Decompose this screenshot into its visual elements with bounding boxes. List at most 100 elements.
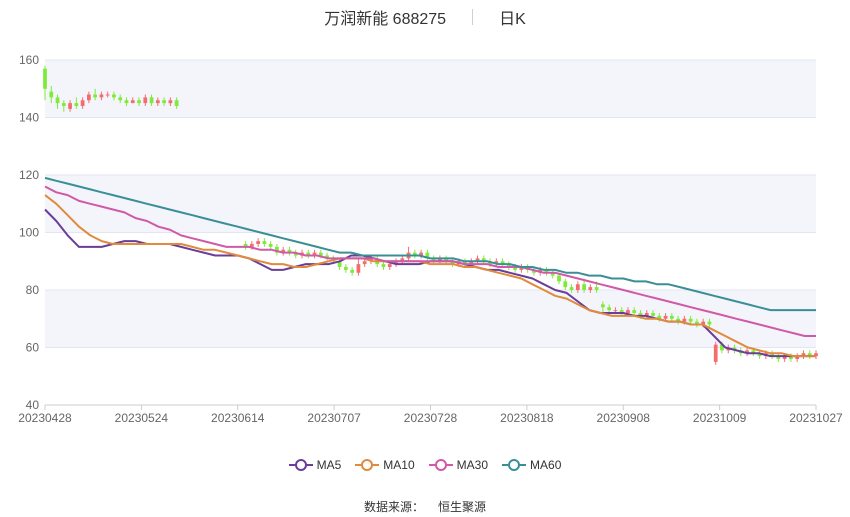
candle-body: [607, 307, 612, 311]
grid-band: [45, 290, 816, 348]
series-line-ma10: [44, 194, 816, 358]
candle-body: [124, 100, 129, 104]
candle-body: [412, 252, 417, 256]
y-tick-label: 140: [19, 111, 39, 125]
legend-marker-ma30: [428, 459, 453, 471]
candle-body: [569, 287, 574, 290]
candle-body: [99, 94, 104, 98]
timeframe-label: 日K: [499, 11, 526, 28]
x-tick-label: 20231027: [789, 411, 843, 425]
grid-band: [45, 60, 816, 118]
candle-body: [582, 284, 586, 290]
candle-body: [143, 97, 148, 104]
candle-body: [757, 353, 762, 357]
candle-body: [532, 269, 536, 273]
candle-body: [450, 261, 455, 265]
candle-body: [275, 246, 279, 253]
page-title: 万润新能 688275: [324, 11, 447, 28]
legend-item-ma5[interactable]: MA5: [288, 458, 342, 472]
candle-body: [112, 94, 116, 98]
candle-body: [720, 344, 724, 351]
candle-body: [400, 258, 405, 262]
candle-body: [619, 310, 624, 313]
candle-body: [770, 353, 775, 357]
candle-body: [168, 100, 173, 104]
candle-body: [149, 97, 154, 104]
legend-label-ma60: MA60: [530, 458, 562, 472]
candle-body: [550, 272, 555, 276]
y-tick-label: 80: [26, 283, 40, 297]
candle-body: [669, 315, 674, 319]
legend-label-ma5: MA5: [316, 458, 342, 472]
candle-body: [281, 249, 286, 253]
candle-body: [782, 356, 787, 359]
candle-body: [651, 313, 655, 316]
candle-body: [438, 258, 442, 262]
candle-body: [676, 318, 680, 322]
series-line-ma60: [44, 176, 816, 312]
candle-body: [682, 318, 687, 322]
grid-band: [45, 175, 816, 233]
candle-body: [49, 91, 54, 98]
candle-body: [130, 100, 135, 104]
candle-body: [387, 264, 392, 267]
legend-item-ma10[interactable]: MA10: [355, 458, 415, 472]
candle-body: [155, 100, 160, 104]
candle-body: [632, 310, 637, 313]
candle-body: [713, 344, 718, 362]
x-tick-label: 20230428: [18, 411, 72, 425]
candle-body: [350, 269, 355, 273]
candle-body: [68, 103, 72, 109]
data-source-value: 恒生聚源: [438, 500, 487, 514]
candle-body: [575, 284, 580, 290]
y-tick-label: 120: [19, 168, 39, 182]
legend-marker-ma60: [502, 459, 527, 471]
candle-body: [663, 315, 668, 319]
candle-body: [262, 241, 267, 244]
candle-body: [43, 68, 47, 89]
candle-body: [657, 315, 662, 319]
candle-body: [306, 252, 311, 256]
legend-item-ma60[interactable]: MA60: [502, 458, 561, 472]
candle-body: [162, 100, 166, 104]
candle-body: [74, 103, 79, 106]
candle-body: [789, 356, 793, 359]
candle-body: [118, 97, 123, 101]
candle-body: [356, 264, 361, 273]
candle-body: [293, 252, 298, 256]
candle-body: [381, 264, 386, 267]
data-source: 数据来源： 恒生聚源: [0, 498, 850, 515]
candle-body: [256, 241, 261, 244]
candle-body: [137, 100, 141, 104]
title-divider: [472, 9, 474, 25]
candle-body: [594, 287, 599, 290]
candle-body: [463, 261, 467, 265]
candle-body: [312, 252, 317, 256]
candle-body: [751, 350, 756, 354]
y-tick-label: 60: [26, 341, 40, 355]
series-line-ma30: [44, 185, 816, 337]
candle-body: [513, 267, 518, 270]
y-tick-label: 40: [26, 398, 40, 412]
candle-body: [588, 287, 593, 290]
candle-body: [481, 258, 486, 262]
candle-body: [688, 318, 693, 322]
candle-body: [362, 261, 367, 265]
x-tick-label: 20230707: [307, 411, 361, 425]
candle-body: [701, 321, 706, 325]
candle-body: [268, 244, 273, 247]
candle-body: [174, 100, 179, 106]
x-tick-label: 20230908: [597, 411, 651, 425]
candle-body: [469, 261, 474, 265]
candle-body: [243, 244, 248, 247]
candle-body: [544, 269, 549, 273]
candle-body: [814, 353, 818, 357]
candle-body: [795, 356, 800, 359]
candle-body: [707, 321, 712, 325]
candle-body: [695, 321, 699, 325]
legend-item-ma30[interactable]: MA30: [428, 458, 488, 472]
candle-body: [444, 258, 449, 262]
x-tick-label: 20230614: [211, 411, 265, 425]
candle-body: [519, 267, 524, 270]
